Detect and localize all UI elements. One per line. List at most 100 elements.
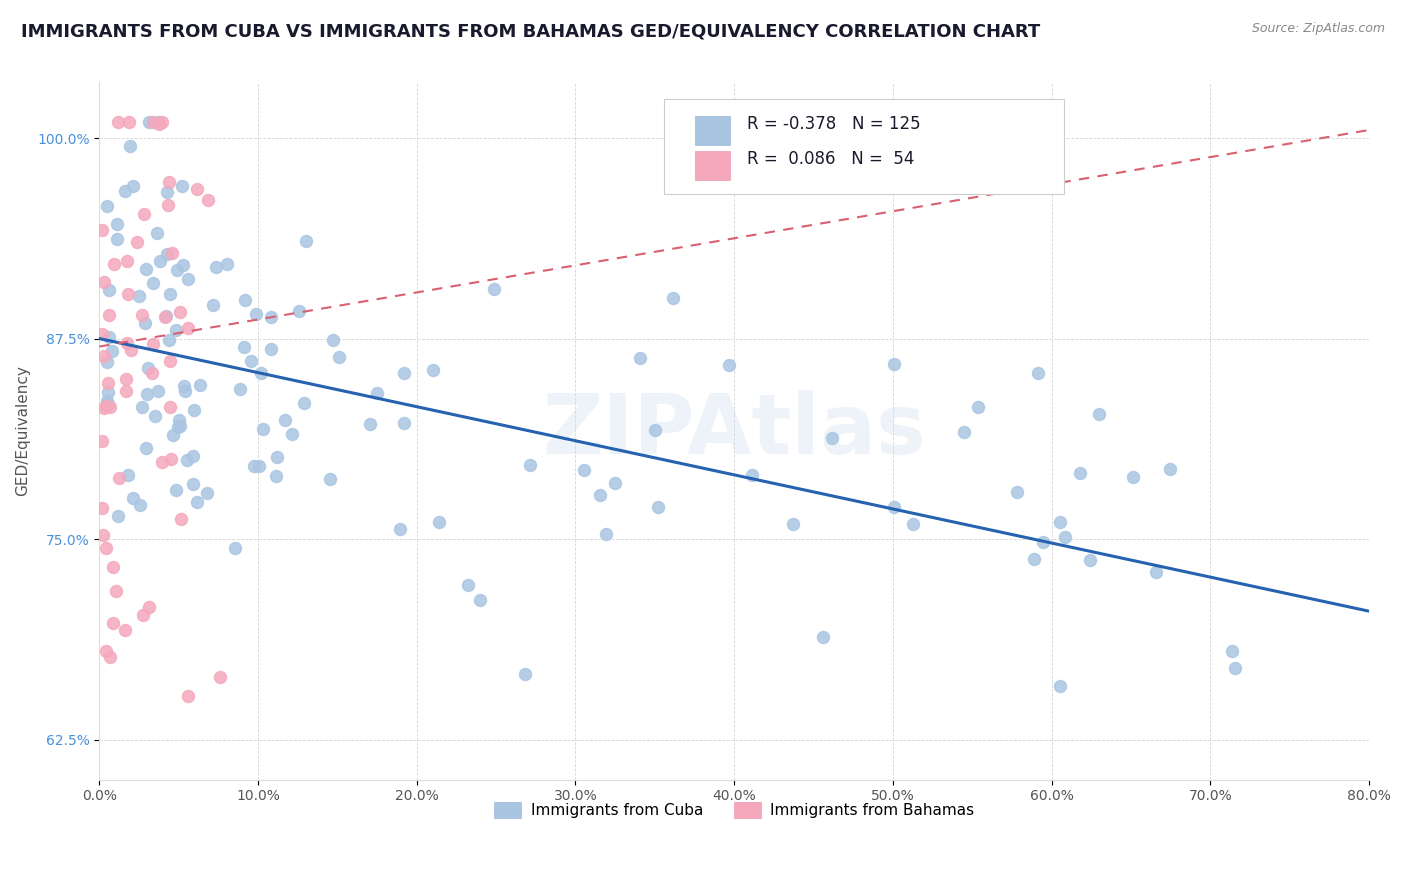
Point xyxy=(157,198,180,212)
Point xyxy=(1078,553,1101,567)
Point xyxy=(292,395,315,409)
Point xyxy=(94,644,117,658)
Point xyxy=(215,257,238,271)
Point xyxy=(233,293,256,307)
Point xyxy=(121,179,143,194)
Point xyxy=(165,323,187,337)
Point xyxy=(1087,407,1109,421)
Point xyxy=(170,179,193,194)
Point xyxy=(93,349,115,363)
Point xyxy=(239,353,262,368)
Point xyxy=(245,307,267,321)
Text: R = -0.378   N = 125: R = -0.378 N = 125 xyxy=(747,115,921,133)
Point xyxy=(176,689,198,703)
Point xyxy=(98,400,121,414)
FancyBboxPatch shape xyxy=(695,151,730,179)
Point xyxy=(117,468,139,483)
Point xyxy=(468,593,491,607)
Point xyxy=(129,498,152,512)
Point xyxy=(96,394,118,409)
Point xyxy=(166,262,188,277)
Point xyxy=(91,326,114,341)
Point xyxy=(96,199,118,213)
Point xyxy=(782,517,804,532)
Point xyxy=(157,333,180,347)
Point xyxy=(359,417,381,431)
Point xyxy=(204,260,226,274)
Point xyxy=(1022,551,1045,566)
Point xyxy=(1122,470,1144,484)
Point xyxy=(176,452,198,467)
Point xyxy=(295,235,318,249)
Point xyxy=(224,541,246,555)
Point xyxy=(188,377,211,392)
Point xyxy=(181,477,204,491)
Point xyxy=(644,423,666,437)
Point xyxy=(174,384,197,398)
Point xyxy=(572,463,595,477)
Point xyxy=(142,115,165,129)
Point xyxy=(134,317,156,331)
Point xyxy=(605,476,627,491)
Point xyxy=(243,458,266,473)
Point xyxy=(186,495,208,509)
Point xyxy=(115,253,138,268)
Point xyxy=(97,376,120,391)
Point xyxy=(427,516,450,530)
Point xyxy=(91,223,114,237)
Point xyxy=(148,115,170,129)
Point xyxy=(117,287,139,301)
Point xyxy=(131,308,153,322)
Point xyxy=(107,115,129,129)
Point xyxy=(97,284,120,298)
Point xyxy=(156,185,179,199)
Point xyxy=(135,441,157,455)
Point xyxy=(105,217,128,231)
Point xyxy=(146,384,169,398)
Point xyxy=(169,305,191,319)
Text: Source: ZipAtlas.com: Source: ZipAtlas.com xyxy=(1251,22,1385,36)
Point xyxy=(159,452,181,467)
Point xyxy=(167,420,190,434)
Point xyxy=(718,358,741,372)
Point xyxy=(142,277,165,291)
Point xyxy=(131,400,153,414)
Point xyxy=(93,527,115,541)
Point xyxy=(288,304,311,318)
Point xyxy=(104,584,127,599)
Text: R =  0.086   N =  54: R = 0.086 N = 54 xyxy=(747,150,914,168)
Text: IMMIGRANTS FROM CUBA VS IMMIGRANTS FROM BAHAMAS GED/EQUIVALENCY CORRELATION CHAR: IMMIGRANTS FROM CUBA VS IMMIGRANTS FROM … xyxy=(21,22,1040,40)
Point xyxy=(114,184,136,198)
Point xyxy=(202,298,225,312)
Point xyxy=(274,413,297,427)
Point xyxy=(389,522,412,536)
Point xyxy=(169,412,191,426)
Point xyxy=(118,139,141,153)
Point xyxy=(519,458,541,472)
Point xyxy=(114,372,136,386)
Point xyxy=(141,366,163,380)
Point xyxy=(319,472,342,486)
Point xyxy=(97,309,120,323)
Point xyxy=(155,309,177,323)
Point xyxy=(93,275,115,289)
Point xyxy=(966,400,988,414)
Point xyxy=(1159,462,1181,476)
Point xyxy=(125,235,148,249)
Point xyxy=(1220,644,1243,658)
Point xyxy=(96,399,118,413)
Point xyxy=(1032,535,1054,549)
Point xyxy=(103,616,125,631)
Point xyxy=(165,483,187,497)
Point xyxy=(98,330,121,344)
Point xyxy=(107,232,129,246)
Text: ZIPAtlas: ZIPAtlas xyxy=(543,391,927,471)
Point xyxy=(394,416,416,430)
Point xyxy=(1053,530,1076,544)
Point xyxy=(108,471,131,485)
FancyBboxPatch shape xyxy=(695,116,730,145)
Point xyxy=(172,258,194,272)
Point xyxy=(392,366,415,380)
Point xyxy=(103,257,125,271)
Point xyxy=(249,366,271,380)
